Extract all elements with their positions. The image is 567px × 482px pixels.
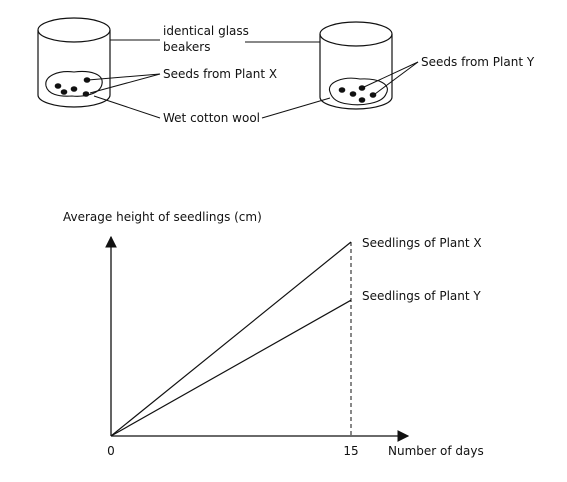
leader-lines [87,39,419,119]
seeds-x-label: Seeds from Plant X [163,67,277,81]
cotton-wool-right [328,77,388,106]
cotton-wool-left [45,70,103,97]
beakers-label-line1: identical glass [163,24,249,38]
series-line-plant-y [110,299,352,437]
cotton-label: Wet cotton wool [163,111,260,125]
x-axis-label: Number of days [388,444,484,458]
series-label-plant-y: Seedlings of Plant Y [362,289,481,303]
x-tick-15: 15 [343,444,358,458]
seeds-plant-y [338,85,377,103]
series-line-plant-x [110,241,352,437]
beaker-right [319,21,393,110]
beaker-left [37,17,111,108]
seeds-plant-x [54,77,91,97]
beakers-label-line2: beakers [163,40,210,54]
x-tick-0: 0 [107,444,115,458]
y-axis-label: Average height of seedlings (cm) [63,210,262,224]
seeds-y-label: Seeds from Plant Y [421,55,535,69]
series-label-plant-x: Seedlings of Plant X [362,236,482,250]
